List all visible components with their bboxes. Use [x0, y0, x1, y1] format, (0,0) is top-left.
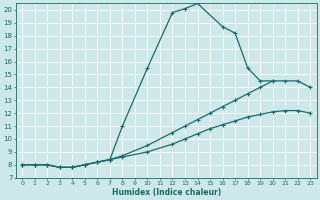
X-axis label: Humidex (Indice chaleur): Humidex (Indice chaleur)	[112, 188, 221, 197]
